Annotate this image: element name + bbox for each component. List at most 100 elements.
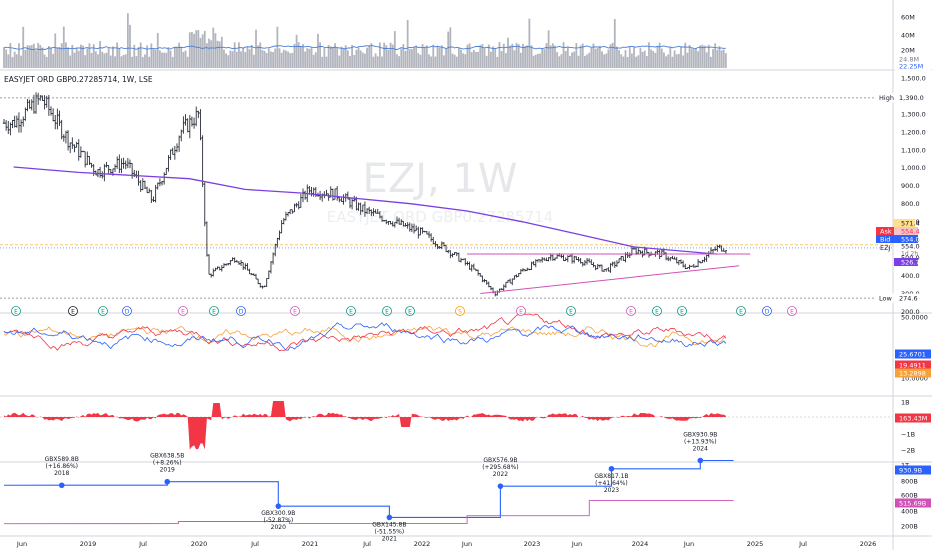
event-marker-label: E — [790, 308, 794, 315]
oscillator-axis-tick: 50.0000 — [901, 313, 928, 321]
volume-bar — [92, 44, 95, 68]
volume-bar — [596, 47, 599, 68]
volume-bar — [148, 56, 151, 68]
volume-bar — [573, 51, 576, 68]
volume-bar — [182, 51, 185, 68]
histogram-axis-tick: 1B — [901, 398, 910, 406]
volume-bar — [191, 32, 193, 68]
event-marker-label: E — [71, 308, 75, 315]
low-tag: Low — [879, 294, 892, 302]
volume-bar — [280, 52, 283, 68]
volume-bar — [54, 33, 57, 68]
volume-bar — [630, 53, 633, 68]
volume-bar — [532, 55, 535, 68]
volume-bar — [329, 46, 332, 68]
volume-bar — [270, 51, 272, 68]
volume-bar — [56, 47, 59, 68]
volume-bar — [374, 53, 377, 68]
volume-bar — [383, 42, 386, 68]
event-marker — [11, 306, 21, 316]
volume-bar — [154, 49, 157, 68]
volume-bar — [259, 42, 262, 68]
volume-bar — [584, 55, 586, 68]
oscillator-line — [3, 322, 727, 351]
volume-bar — [445, 48, 447, 68]
event-marker — [346, 306, 356, 316]
volume-bar — [588, 52, 591, 68]
volume-bar — [265, 53, 268, 68]
volume-bar — [150, 43, 153, 68]
volume-bar — [509, 45, 512, 68]
volume-bar — [233, 42, 236, 68]
volume-bar — [415, 45, 418, 68]
time-axis-label: 2020 — [191, 540, 208, 548]
market-cap-change: (-51.55%) — [374, 528, 404, 535]
volume-bar — [131, 56, 134, 68]
volume-bar — [295, 34, 298, 68]
volume-bar — [530, 45, 533, 68]
volume-bar — [50, 47, 52, 68]
oscillator-blue-value-bg — [895, 349, 931, 359]
volume-bar — [443, 55, 445, 68]
event-marker-label: E — [569, 308, 573, 315]
volume-bar — [30, 45, 33, 68]
volume-bar — [267, 48, 270, 68]
oscillator-orange-value-bg — [895, 368, 931, 378]
annual-axis-tick: 200B — [901, 522, 918, 530]
annual-axis-tick: 400B — [901, 507, 918, 515]
volume-bar — [406, 19, 409, 68]
volume-bar — [18, 43, 20, 68]
volume-bar — [391, 44, 394, 68]
volume-bar — [58, 47, 61, 68]
volume-bar — [203, 30, 206, 69]
volume-ma-label: 22.25M — [899, 62, 923, 70]
volume-bar — [65, 42, 67, 68]
volume-bar — [421, 44, 424, 68]
volume-bar — [173, 46, 176, 68]
volume-bar — [701, 44, 704, 68]
volume-bar — [413, 47, 415, 68]
volume-bar — [556, 52, 559, 68]
volume-bar — [566, 47, 569, 68]
event-marker-label: E — [519, 308, 523, 315]
volume-bar — [13, 51, 16, 68]
event-marker-label: S — [458, 308, 462, 315]
volume-bar — [186, 56, 189, 68]
volume-bar — [126, 13, 129, 68]
volume-bar — [611, 42, 614, 68]
volume-bar — [620, 54, 623, 68]
volume-bar — [141, 57, 144, 68]
market-cap-label: GBX589.8B — [45, 456, 79, 463]
volume-bar — [22, 26, 25, 68]
volume-bar — [71, 44, 74, 68]
volume-bar — [109, 55, 112, 68]
volume-bar — [635, 56, 638, 68]
volume-bar — [669, 46, 672, 68]
volume-bar — [359, 50, 362, 68]
volume-bar — [137, 47, 140, 68]
volume-bar — [257, 45, 260, 68]
volume-bar — [9, 43, 12, 68]
volume-bar — [272, 52, 274, 68]
volume-bar — [39, 45, 42, 68]
volume-bar — [498, 42, 501, 68]
volume-bar — [84, 55, 87, 68]
volume-bar — [197, 30, 200, 68]
volume-axis-tick: 40M — [901, 31, 915, 39]
volume-bar — [103, 53, 106, 68]
event-marker — [405, 306, 415, 316]
volume-bar — [285, 50, 287, 68]
volume-bar — [575, 42, 578, 68]
event-marker — [736, 306, 746, 316]
volume-bar — [404, 51, 407, 68]
volume-bar — [628, 46, 631, 68]
volume-bar — [485, 55, 488, 68]
volume-bar — [381, 56, 383, 68]
volume-bar — [101, 51, 104, 68]
volume-bar — [180, 46, 183, 68]
volume-bar — [496, 56, 499, 68]
volume-bar — [686, 52, 689, 68]
market-cap-label: GBX638.5B — [150, 453, 184, 460]
